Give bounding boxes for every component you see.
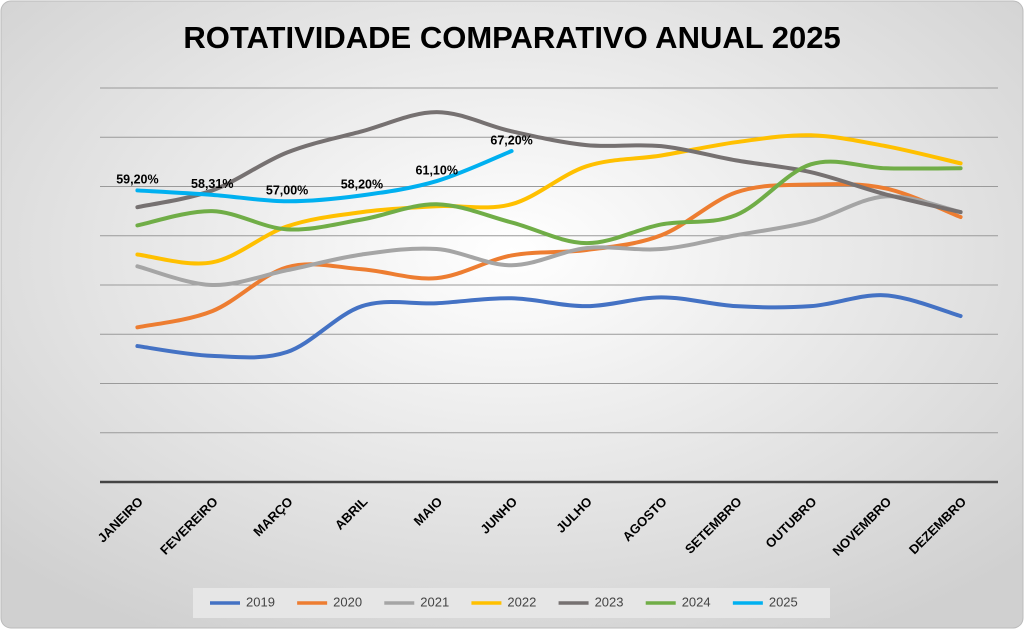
series-line — [135, 133, 963, 266]
legend-label: 2024 — [682, 594, 711, 609]
legend-label: 2019 — [246, 594, 275, 609]
data-label: 58,20% — [341, 178, 383, 192]
legend-label: 2021 — [420, 594, 449, 609]
data-label: 57,00% — [266, 184, 308, 198]
legend-label: 2020 — [333, 594, 362, 609]
legend-label: 2025 — [769, 594, 798, 609]
data-label: 61,10% — [416, 163, 458, 177]
series-line — [135, 159, 963, 246]
series-line — [135, 149, 514, 204]
legend-label: 2022 — [507, 594, 536, 609]
data-label: 67,20% — [490, 133, 532, 147]
legend-label: 2023 — [595, 594, 624, 609]
data-label: 58,31% — [191, 177, 233, 191]
series-line — [135, 293, 963, 360]
chart-title: ROTATIVIDADE COMPARATIVO ANUAL 2025 — [183, 20, 840, 55]
data-label: 59,20% — [116, 173, 158, 187]
series-line — [135, 194, 963, 288]
series-line — [135, 110, 963, 215]
